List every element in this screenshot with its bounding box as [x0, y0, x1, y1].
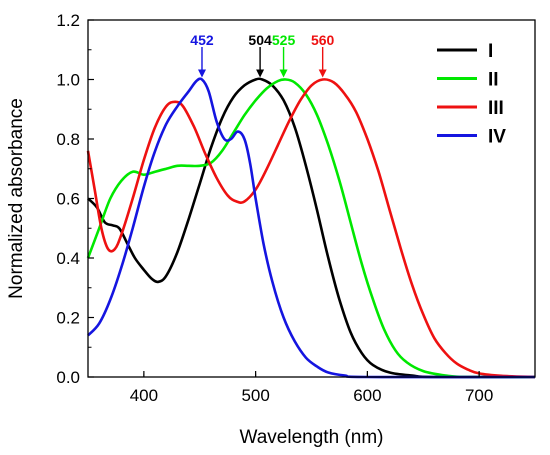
peak-arrowhead: [256, 69, 265, 78]
legend-entry: IV: [437, 127, 506, 148]
y-tick-label: 0.8: [56, 130, 80, 149]
y-tick-label: 0.0: [56, 368, 80, 387]
legend-label: III: [488, 98, 504, 119]
series-line-iv: [87, 77, 536, 379]
peak-label: 452: [190, 32, 214, 48]
legend-entry: III: [437, 98, 504, 119]
peak-label: 504: [248, 32, 272, 48]
peak-arrowhead: [279, 69, 288, 78]
legend-label: II: [488, 70, 499, 91]
series-line-iii: [86, 78, 536, 379]
y-axis-title: Normalized absorbance: [6, 98, 27, 299]
legend-entry: I: [437, 41, 493, 62]
series-line-i: [87, 77, 536, 379]
x-tick-label: 400: [130, 386, 158, 405]
peak-arrowhead: [318, 69, 327, 78]
y-tick-label: 0.4: [56, 249, 80, 268]
y-tick-label: 1.0: [56, 71, 80, 90]
peak-label: 525: [272, 32, 296, 48]
y-tick-label: 0.6: [56, 190, 80, 209]
legend-label: IV: [488, 127, 506, 148]
y-tick-label: 1.2: [56, 11, 80, 30]
y-tick-label: 0.2: [56, 309, 80, 328]
legend-label: I: [488, 41, 493, 62]
plot-frame: [87, 19, 536, 378]
legend-entry: II: [437, 70, 499, 91]
peak-label: 560: [311, 32, 335, 48]
x-tick-label: 700: [465, 386, 493, 405]
peak-arrowhead: [197, 69, 206, 78]
x-tick-label: 600: [353, 386, 381, 405]
x-tick-label: 500: [241, 386, 269, 405]
x-axis-title: Wavelength (nm): [240, 427, 384, 448]
series-line-ii: [86, 78, 536, 379]
